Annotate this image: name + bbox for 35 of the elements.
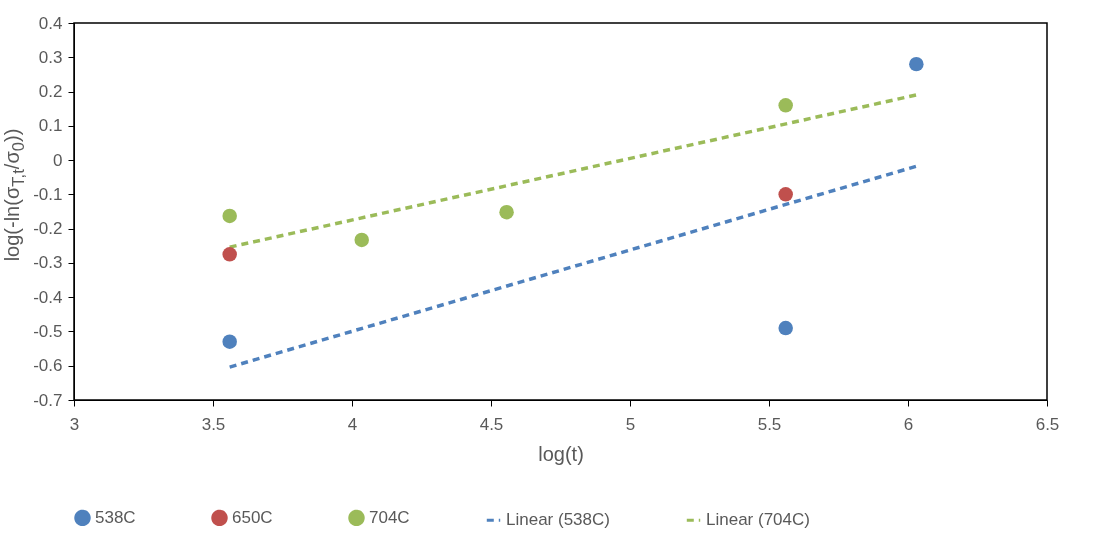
point: [778, 320, 793, 336]
y-tick-label: 0: [53, 150, 63, 170]
point: [354, 232, 369, 248]
legend-label: Linear (704C): [706, 510, 810, 530]
point: [222, 208, 237, 224]
legend-label: 538C: [95, 507, 136, 527]
y-tick-label: 0.2: [38, 82, 63, 102]
x-tick-label: 6: [903, 414, 914, 434]
x-tick-label: 3: [69, 414, 80, 434]
legend-label: 650C: [232, 507, 273, 527]
y-tick-label: 0.1: [38, 116, 63, 136]
y-tick-label: 0.3: [38, 47, 63, 67]
point: [222, 247, 237, 262]
x-tick-label: 4.5: [479, 414, 504, 434]
y-tick-label: -0.4: [33, 287, 63, 307]
x-tick-label: 6.5: [1035, 414, 1060, 434]
point: [222, 334, 237, 349]
y-tick-label: -0.7: [33, 390, 63, 410]
point: [778, 187, 793, 202]
x-tick-label: 5: [625, 414, 636, 434]
legend-label: 704C: [369, 507, 410, 527]
y-tick-label: -0.6: [33, 356, 63, 376]
y-tick-label: -0.3: [33, 253, 63, 273]
y-tick-label: -0.1: [33, 184, 63, 204]
y-tick-label: -0.2: [33, 219, 63, 239]
y-tick-label: 0.4: [38, 13, 63, 33]
y-tick-label: -0.5: [33, 321, 63, 341]
point: [778, 98, 793, 113]
x-tick-label: 5.5: [757, 414, 782, 434]
legend-label: Linear (538C): [506, 510, 610, 530]
point: [909, 56, 924, 72]
x-tick-label: 3.5: [201, 414, 226, 434]
x-axis-title: log(t): [538, 442, 584, 465]
point: [499, 204, 514, 220]
x-tick-label: 4: [347, 414, 358, 434]
